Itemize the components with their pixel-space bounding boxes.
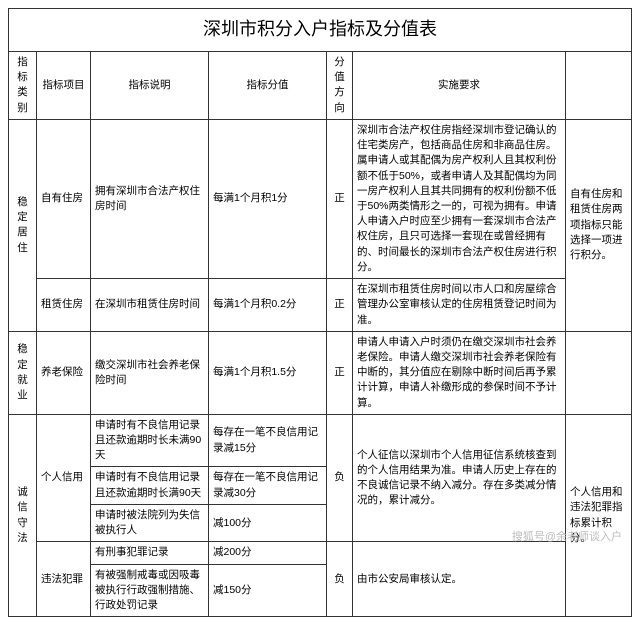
cell-desc: 申请时有不良信用记录且还款逾期时长未满90天	[91, 414, 209, 467]
cell-category: 稳定就业	[9, 331, 37, 414]
cell-item: 养老保险	[37, 331, 91, 414]
col-score: 指标分值	[209, 52, 327, 120]
cell-direction: 负	[327, 542, 353, 617]
cell-score: 每存在一笔不良信用记录减30分	[209, 467, 327, 504]
cell-desc: 有被强制戒毒或因吸毒被执行行政强制措施、行政处罚记录	[91, 564, 209, 617]
cell-category: 稳定居住	[9, 119, 37, 331]
table-row: 租赁住房 在深圳市租赁住房时间 每满1个月积0.2分 正 在深圳市租赁住房时间以…	[9, 279, 632, 332]
cell-category: 诚信守法	[9, 414, 37, 616]
cell-item: 自有住房	[37, 119, 91, 278]
cell-item: 个人信用	[37, 414, 91, 542]
cell-requirement: 深圳市合法产权住房指经深圳市登记确认的住宅类房产，包括商品住房和非商品住房。属申…	[353, 119, 566, 278]
cell-item: 租赁住房	[37, 279, 91, 332]
cell-score: 每满1个月积1.5分	[209, 331, 327, 414]
col-direction: 分值方向	[327, 52, 353, 120]
col-requirement: 实施要求	[353, 52, 566, 120]
cell-direction: 负	[327, 414, 353, 542]
cell-direction: 正	[327, 119, 353, 278]
table-header-row: 指标类别 指标项目 指标说明 指标分值 分值方向 实施要求	[9, 52, 632, 120]
col-note	[566, 52, 632, 120]
table-row: 稳定居住 自有住房 拥有深圳市合法产权住房时间 每满1个月积1分 正 深圳市合法…	[9, 119, 632, 278]
cell-requirement: 在深圳市租赁住房时间以市人口和房屋综合管理办公室审核认定的住房租赁登记时间为准。	[353, 279, 566, 332]
cell-score: 每存在一笔不良信用记录减15分	[209, 414, 327, 467]
cell-desc: 缴交深圳市社会养老保险时间	[91, 331, 209, 414]
cell-direction: 正	[327, 331, 353, 414]
col-item: 指标项目	[37, 52, 91, 120]
cell-requirement: 由市公安局审核认定。	[353, 542, 566, 617]
table-row: 诚信守法 个人信用 申请时有不良信用记录且还款逾期时长未满90天 每存在一笔不良…	[9, 414, 632, 467]
cell-item: 违法犯罪	[37, 542, 91, 617]
col-desc: 指标说明	[91, 52, 209, 120]
cell-score: 每满1个月积1分	[209, 119, 327, 278]
cell-requirement: 申请人申请入户时须仍在缴交深圳市社会养老保险。申请人缴交深圳市社会养老保险有中断…	[353, 331, 566, 414]
cell-score: 减150分	[209, 564, 327, 617]
table-row: 违法犯罪 有刑事犯罪记录 减200分 负 由市公安局审核认定。	[9, 542, 632, 564]
cell-note: 自有住房和租赁住房两项指标只能选择一项进行积分。	[566, 119, 632, 331]
cell-desc: 有刑事犯罪记录	[91, 542, 209, 564]
table-row: 稳定就业 养老保险 缴交深圳市社会养老保险时间 每满1个月积1.5分 正 申请人…	[9, 331, 632, 414]
cell-note	[566, 331, 632, 414]
page-title: 深圳市积分入户指标及分值表	[8, 8, 632, 51]
cell-direction: 正	[327, 279, 353, 332]
cell-desc: 拥有深圳市合法产权住房时间	[91, 119, 209, 278]
cell-note: 个人信用和违法犯罪指标累计积分。	[566, 414, 632, 616]
cell-requirement: 个人征信以深圳市个人信用征信系统核查到的个人信用结果为准。申请人历史上存在的不良…	[353, 414, 566, 542]
score-table: 指标类别 指标项目 指标说明 指标分值 分值方向 实施要求 稳定居住 自有住房 …	[8, 51, 632, 617]
cell-desc: 申请时被法院列为失信被执行人	[91, 504, 209, 541]
cell-score: 减100分	[209, 504, 327, 541]
cell-score: 每满1个月积0.2分	[209, 279, 327, 332]
cell-desc: 申请时有不良信用记录且还款逾期时长满90天	[91, 467, 209, 504]
cell-score: 减200分	[209, 542, 327, 564]
col-category: 指标类别	[9, 52, 37, 120]
cell-desc: 在深圳市租赁住房时间	[91, 279, 209, 332]
